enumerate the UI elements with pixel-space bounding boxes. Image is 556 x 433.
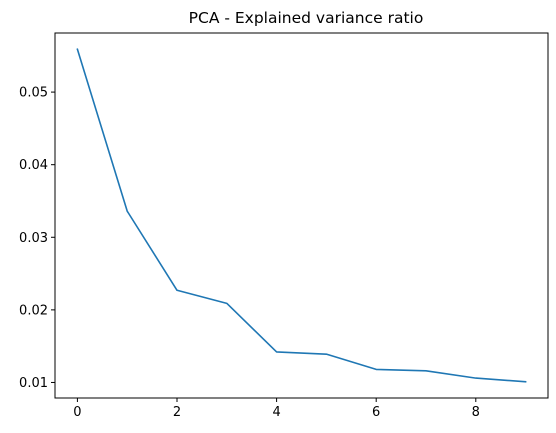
axes-frame — [54, 32, 549, 399]
chart-title: PCA - Explained variance ratio — [189, 9, 424, 27]
x-tick-label: 4 — [272, 405, 280, 420]
y-tick-label: 0.02 — [19, 303, 48, 318]
y-tick-label: 0.05 — [19, 86, 48, 101]
x-tick-label: 0 — [73, 405, 81, 420]
y-tick-label: 0.03 — [19, 231, 48, 246]
x-tick-label: 2 — [173, 405, 181, 420]
x-tick-label: 8 — [472, 405, 480, 420]
plot-area: 0 2 4 6 8 0.01 0.02 0.03 0.04 0.05 — [19, 32, 549, 420]
series-line-0 — [76, 48, 527, 383]
y-tick-label: 0.04 — [19, 158, 48, 173]
x-tick-label: 6 — [372, 405, 380, 420]
y-tick-label: 0.01 — [19, 376, 48, 391]
